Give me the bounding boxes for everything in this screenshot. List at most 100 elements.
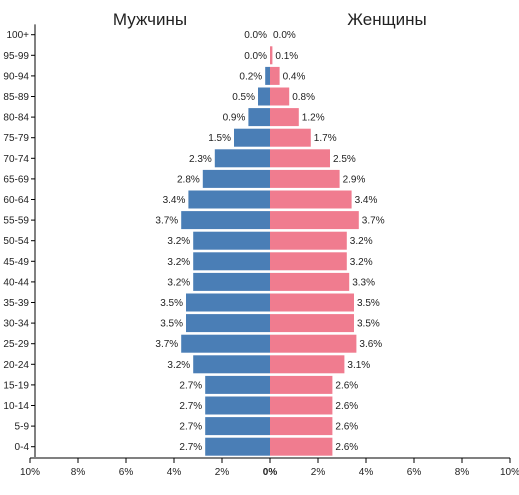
bar-male-55-59 <box>181 211 270 230</box>
category-label-40-44: 40-44 <box>3 277 29 288</box>
value-labels-group: 2.7% 2.6% 2.7% 2.6% 2.7% 2.6% 2.7% 2.6% 3.2% 3.1%… <box>155 30 384 453</box>
bar-male-80-84 <box>248 108 270 127</box>
bar-male-10-14 <box>205 396 270 415</box>
label-male-95-99: 0.0% <box>244 51 267 62</box>
bar-female-85-89 <box>270 87 290 106</box>
x-axis: 10% 8% 6% 4% 2% 0% 2% 4% 6% 8% 10% <box>20 24 519 478</box>
category-label-95-99: 95-99 <box>3 51 29 62</box>
category-label-25-29: 25-29 <box>3 339 29 350</box>
category-label-0-4: 0-4 <box>15 442 30 453</box>
category-labels-group: 0-4 5-9 10-14 15-19 20-24 25-29 30-34 35-39 40-4… <box>3 30 35 453</box>
label-male-75-79: 1.5% <box>208 133 231 144</box>
bar-female-10-14 <box>270 396 333 415</box>
label-female-0-4: 2.6% <box>335 442 358 453</box>
label-female-20-24: 3.1% <box>347 360 370 371</box>
bar-female-75-79 <box>270 128 311 147</box>
bar-female-80-84 <box>270 108 299 127</box>
bar-female-45-49 <box>270 252 347 271</box>
category-label-60-64: 60-64 <box>3 195 29 206</box>
label-female-65-69: 2.9% <box>343 174 366 185</box>
category-label-45-49: 45-49 <box>3 257 29 268</box>
x-tick-label-10: 10% <box>500 467 519 478</box>
label-female-70-74: 2.5% <box>333 154 356 165</box>
x-tick-label-1: 8% <box>71 467 86 478</box>
label-female-55-59: 3.7% <box>362 216 385 227</box>
bar-female-90-94 <box>270 66 280 85</box>
label-female-35-39: 3.5% <box>357 298 380 309</box>
label-male-25-29: 3.7% <box>155 339 178 350</box>
label-female-40-44: 3.3% <box>352 277 375 288</box>
category-label-5-9: 5-9 <box>15 422 30 433</box>
label-female-90-94: 0.4% <box>283 71 306 82</box>
bar-male-40-44 <box>193 272 270 291</box>
x-tick-label-4: 2% <box>215 467 230 478</box>
bar-male-25-29 <box>181 334 270 353</box>
bar-male-30-34 <box>186 314 270 333</box>
x-tick-label-8: 6% <box>407 467 422 478</box>
label-female-30-34: 3.5% <box>357 319 380 330</box>
bar-female-0-4 <box>270 437 333 456</box>
bar-male-5-9 <box>205 417 270 436</box>
bar-male-45-49 <box>193 252 270 271</box>
category-label-10-14: 10-14 <box>3 401 29 412</box>
label-male-70-74: 2.3% <box>189 154 212 165</box>
label-male-15-19: 2.7% <box>179 380 202 391</box>
label-female-45-49: 3.2% <box>350 257 373 268</box>
label-female-75-79: 1.7% <box>314 133 337 144</box>
label-male-40-44: 3.2% <box>167 277 190 288</box>
label-female-85-89: 0.8% <box>292 92 315 103</box>
bar-female-35-39 <box>270 293 354 312</box>
bar-male-50-54 <box>193 231 270 250</box>
category-label-50-54: 50-54 <box>3 236 29 247</box>
category-label-20-24: 20-24 <box>3 360 29 371</box>
bar-female-15-19 <box>270 375 333 394</box>
label-male-60-64: 3.4% <box>163 195 186 206</box>
label-male-20-24: 3.2% <box>167 360 190 371</box>
x-tick-label-5: 0% <box>263 467 278 478</box>
label-male-85-89: 0.5% <box>232 92 255 103</box>
label-female-15-19: 2.6% <box>335 380 358 391</box>
bar-female-95-99 <box>270 46 273 65</box>
bar-male-20-24 <box>193 355 270 374</box>
category-label-75-79: 75-79 <box>3 133 29 144</box>
category-label-80-84: 80-84 <box>3 113 29 124</box>
bar-female-60-64 <box>270 190 352 209</box>
label-male-35-39: 3.5% <box>160 298 183 309</box>
bar-female-65-69 <box>270 169 340 188</box>
category-label-55-59: 55-59 <box>3 216 29 227</box>
bar-male-60-64 <box>188 190 270 209</box>
label-male-100+: 0.0% <box>244 30 267 41</box>
bar-male-15-19 <box>205 375 270 394</box>
bar-male-35-39 <box>186 293 270 312</box>
category-label-15-19: 15-19 <box>3 380 29 391</box>
legend-female-label: Женщины <box>347 10 426 29</box>
bar-female-30-34 <box>270 314 354 333</box>
bar-female-25-29 <box>270 334 357 353</box>
label-female-60-64: 3.4% <box>355 195 378 206</box>
bar-female-50-54 <box>270 231 347 250</box>
category-label-30-34: 30-34 <box>3 319 29 330</box>
label-female-50-54: 3.2% <box>350 236 373 247</box>
category-label-65-69: 65-69 <box>3 174 29 185</box>
category-label-90-94: 90-94 <box>3 71 29 82</box>
label-female-95-99: 0.1% <box>275 51 298 62</box>
label-female-80-84: 1.2% <box>302 113 325 124</box>
x-tick-label-9: 8% <box>455 467 470 478</box>
label-male-0-4: 2.7% <box>179 442 202 453</box>
label-female-25-29: 3.6% <box>359 339 382 350</box>
x-tick-label-7: 4% <box>359 467 374 478</box>
label-female-10-14: 2.6% <box>335 401 358 412</box>
legend-male-label: Мужчины <box>113 10 187 29</box>
label-male-50-54: 3.2% <box>167 236 190 247</box>
label-male-30-34: 3.5% <box>160 319 183 330</box>
bar-male-85-89 <box>258 87 270 106</box>
bar-male-0-4 <box>205 437 270 456</box>
bar-male-70-74 <box>214 149 270 168</box>
bar-male-90-94 <box>265 66 270 85</box>
label-male-80-84: 0.9% <box>223 113 246 124</box>
bar-female-5-9 <box>270 417 333 436</box>
category-label-100+: 100+ <box>6 30 29 41</box>
bars-group <box>181 46 359 456</box>
bar-female-70-74 <box>270 149 330 168</box>
